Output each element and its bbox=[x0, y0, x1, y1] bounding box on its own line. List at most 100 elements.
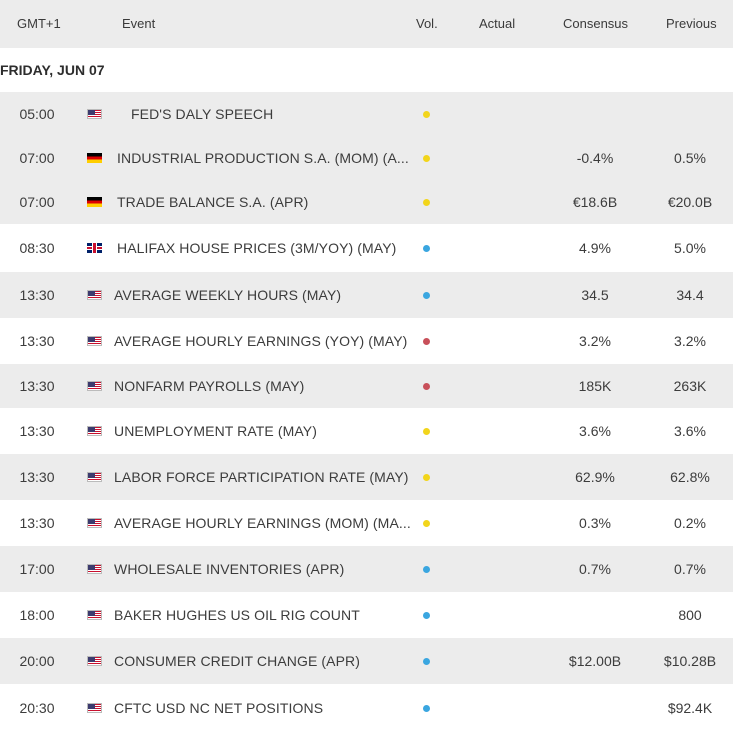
date-label: FRIDAY, JUN 07 bbox=[0, 48, 733, 92]
timezone-header[interactable]: GMT+1 bbox=[17, 16, 61, 31]
previous-value: 5.0% bbox=[674, 240, 706, 256]
table-row[interactable]: 05:00 FED'S DALY SPEECH bbox=[0, 92, 733, 136]
actual-value bbox=[470, 500, 530, 546]
consensus-value bbox=[545, 92, 645, 136]
event-time: 13:30 bbox=[19, 287, 55, 303]
us-flag-icon bbox=[87, 290, 102, 300]
actual-value bbox=[470, 318, 530, 364]
gb-flag-icon bbox=[87, 243, 102, 253]
event-time: 07:00 bbox=[19, 150, 55, 166]
volatility-dot-icon bbox=[423, 245, 430, 252]
us-flag-icon bbox=[87, 518, 102, 528]
us-flag-icon bbox=[87, 381, 102, 391]
event-name[interactable]: CONSUMER CREDIT CHANGE (APR) bbox=[114, 653, 361, 669]
vol-header: Vol. bbox=[416, 16, 438, 31]
us-flag-icon bbox=[87, 109, 102, 119]
event-name[interactable]: AVERAGE HOURLY EARNINGS (MOM) (MA... bbox=[114, 515, 411, 531]
actual-value bbox=[470, 638, 530, 684]
event-name[interactable]: AVERAGE WEEKLY HOURS (MAY) bbox=[114, 287, 342, 303]
previous-value: 3.6% bbox=[674, 423, 706, 439]
actual-value bbox=[470, 684, 530, 731]
table-row[interactable]: 20:30 CFTC USD NC NET POSITIONS $92.4K bbox=[0, 684, 733, 731]
previous-value: 34.4 bbox=[676, 287, 704, 303]
table-row[interactable]: 13:30 AVERAGE HOURLY EARNINGS (MOM) (MA..… bbox=[0, 500, 733, 546]
event-time: 20:30 bbox=[19, 699, 55, 716]
volatility-dot-icon bbox=[423, 658, 430, 665]
consensus-value: 0.3% bbox=[579, 515, 611, 531]
event-time: 18:00 bbox=[19, 607, 55, 623]
volatility-dot-icon bbox=[423, 383, 430, 390]
table-row[interactable]: 13:30 UNEMPLOYMENT RATE (MAY) 3.6% 3.6% bbox=[0, 408, 733, 454]
us-flag-icon bbox=[87, 564, 102, 574]
consensus-value: 3.6% bbox=[579, 423, 611, 439]
event-name[interactable]: LABOR FORCE PARTICIPATION RATE (MAY) bbox=[114, 469, 409, 485]
us-flag-icon bbox=[87, 426, 102, 436]
previous-value: $92.4K bbox=[667, 699, 713, 716]
event-name[interactable]: HALIFAX HOUSE PRICES (3M/YOY) (MAY) bbox=[117, 240, 397, 256]
previous-value bbox=[640, 92, 733, 136]
volatility-dot-icon bbox=[423, 520, 430, 527]
event-time: 17:00 bbox=[19, 561, 55, 577]
table-row[interactable]: 13:30 AVERAGE WEEKLY HOURS (MAY) 34.5 34.4 bbox=[0, 272, 733, 318]
consensus-value: 62.9% bbox=[575, 469, 615, 485]
event-name[interactable]: CFTC USD NC NET POSITIONS bbox=[114, 699, 324, 716]
consensus-value: -0.4% bbox=[576, 150, 614, 166]
previous-value: $10.28B bbox=[663, 653, 717, 669]
table-row[interactable]: 17:00 WHOLESALE INVENTORIES (APR) 0.7% 0.7% bbox=[0, 546, 733, 592]
event-time: 05:00 bbox=[19, 106, 55, 122]
table-row[interactable]: 13:30 AVERAGE HOURLY EARNINGS (YOY) (MAY)… bbox=[0, 318, 733, 364]
event-name[interactable]: TRADE BALANCE S.A. (APR) bbox=[117, 194, 309, 210]
actual-header: Actual bbox=[479, 16, 516, 31]
table-row[interactable]: 13:30 NONFARM PAYROLLS (MAY) 185K 263K bbox=[0, 364, 733, 408]
volatility-dot-icon bbox=[423, 612, 430, 619]
table-row[interactable]: 07:00 INDUSTRIAL PRODUCTION S.A. (MOM) (A… bbox=[0, 136, 733, 180]
previous-value: €20.0B bbox=[667, 194, 713, 210]
event-name[interactable]: INDUSTRIAL PRODUCTION S.A. (MOM) (A... bbox=[117, 150, 409, 166]
volatility-dot-icon bbox=[423, 292, 430, 299]
actual-value bbox=[470, 224, 530, 272]
event-time: 07:00 bbox=[19, 194, 55, 210]
previous-value: 263K bbox=[673, 378, 707, 394]
event-time: 13:30 bbox=[19, 378, 55, 394]
volatility-dot-icon bbox=[423, 566, 430, 573]
event-time: 13:30 bbox=[19, 333, 55, 349]
event-time: 20:00 bbox=[19, 653, 55, 669]
event-name[interactable]: WHOLESALE INVENTORIES (APR) bbox=[114, 561, 345, 577]
consensus-value: 0.7% bbox=[579, 561, 611, 577]
volatility-dot-icon bbox=[423, 199, 430, 206]
table-row[interactable]: 18:00 BAKER HUGHES US OIL RIG COUNT 800 bbox=[0, 592, 733, 638]
previous-value: 3.2% bbox=[674, 333, 706, 349]
actual-value bbox=[470, 454, 530, 500]
actual-value bbox=[470, 92, 530, 136]
actual-value bbox=[470, 592, 530, 638]
event-name[interactable]: NONFARM PAYROLLS (MAY) bbox=[114, 378, 305, 394]
consensus-value: 4.9% bbox=[579, 240, 611, 256]
table-row[interactable]: 08:30 HALIFAX HOUSE PRICES (3M/YOY) (MAY)… bbox=[0, 224, 733, 272]
de-flag-icon bbox=[87, 153, 102, 163]
us-flag-icon bbox=[87, 336, 102, 346]
table-row[interactable]: 13:30 LABOR FORCE PARTICIPATION RATE (MAY… bbox=[0, 454, 733, 500]
previous-value: 62.8% bbox=[670, 469, 710, 485]
actual-value bbox=[470, 272, 530, 318]
event-name[interactable]: UNEMPLOYMENT RATE (MAY) bbox=[114, 423, 317, 439]
volatility-dot-icon bbox=[423, 704, 430, 712]
us-flag-icon bbox=[87, 702, 102, 713]
actual-value bbox=[470, 180, 530, 224]
event-name[interactable]: BAKER HUGHES US OIL RIG COUNT bbox=[114, 607, 360, 623]
table-row[interactable]: 07:00 TRADE BALANCE S.A. (APR) €18.6B €20.0… bbox=[0, 180, 733, 224]
volatility-dot-icon bbox=[423, 111, 430, 118]
event-name[interactable]: FED'S DALY SPEECH bbox=[131, 106, 274, 122]
event-name[interactable]: AVERAGE HOURLY EARNINGS (YOY) (MAY) bbox=[114, 333, 408, 349]
consensus-value: €18.6B bbox=[572, 194, 618, 210]
event-header: Event bbox=[122, 16, 156, 31]
previous-header: Previous bbox=[666, 16, 717, 31]
table-row[interactable]: 20:00 CONSUMER CREDIT CHANGE (APR) $12.00B… bbox=[0, 638, 733, 684]
consensus-value bbox=[545, 592, 645, 638]
event-time: 13:30 bbox=[19, 469, 55, 485]
consensus-value: 34.5 bbox=[581, 287, 609, 303]
consensus-value bbox=[545, 684, 645, 731]
previous-value: 800 bbox=[678, 607, 702, 623]
event-time: 08:30 bbox=[19, 240, 55, 256]
us-flag-icon bbox=[87, 610, 102, 620]
